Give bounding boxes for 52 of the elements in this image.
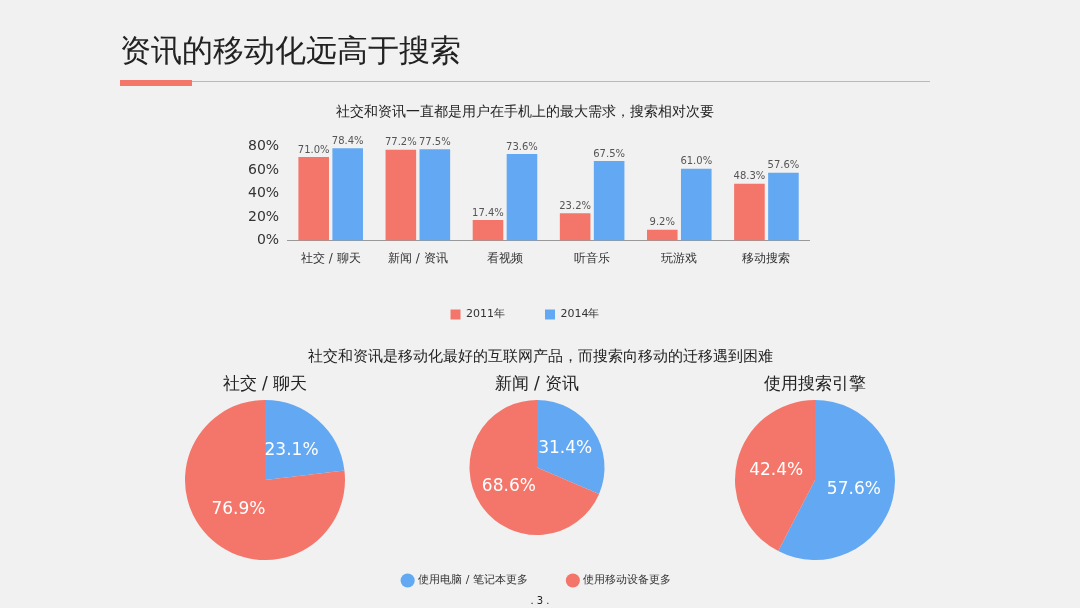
x-tick-label: 玩游戏 [661, 250, 698, 265]
bar [506, 153, 538, 241]
data-label: 57.6% [767, 159, 800, 171]
data-label: 61.0% [680, 155, 713, 167]
bar [332, 148, 363, 241]
x-tick-label: 移动搜索 [742, 250, 791, 265]
data-label: 57.6% [826, 477, 881, 498]
legend-label: 使用移动设备更多 [583, 573, 672, 587]
x-tick-label: 听音乐 [574, 250, 611, 265]
data-label: 48.3% [733, 170, 766, 182]
bar [559, 213, 591, 241]
data-label: 23.1% [264, 438, 319, 459]
bar [385, 149, 417, 241]
data-label: 68.6% [481, 474, 536, 495]
x-tick-label: 看视频 [486, 250, 523, 265]
data-label: 77.2% [384, 136, 417, 148]
data-label: 23.2% [559, 199, 592, 211]
y-tick-label: 0% [256, 231, 280, 248]
x-tick-label: 社交 / 聊天 [300, 250, 361, 265]
y-tick-label: 40% [247, 184, 280, 201]
legend-label: 2011年 [466, 307, 506, 321]
data-label: 71.0% [297, 143, 330, 155]
bar [593, 161, 625, 241]
bar [646, 229, 678, 241]
chart-title: 社交 / 聊天 [221, 372, 309, 395]
y-tick-label: 20% [247, 207, 280, 224]
chart-subtitle: 社交和资讯一直都是用户在手机上的最大需求，搜索相对次要 [335, 103, 715, 121]
data-label: 73.6% [506, 140, 538, 152]
data-label: 67.5% [593, 147, 626, 159]
legend-label: 使用电脑 / 笔记本更多 [418, 573, 528, 587]
data-label: 17.4% [472, 206, 504, 218]
data-label: 78.4% [331, 134, 364, 146]
data-label: 9.2% [649, 216, 675, 228]
bar [472, 220, 504, 241]
bar [768, 172, 799, 241]
x-tick-label: 新闻 / 资讯 [388, 250, 448, 265]
bar [419, 149, 451, 241]
legend-label: 2014年 [560, 307, 600, 321]
bar [734, 183, 765, 241]
y-tick-label: 60% [247, 160, 280, 177]
chart-title: 使用搜索引擎 [763, 372, 867, 395]
data-label: 42.4% [749, 458, 804, 479]
chart-title: 新闻 / 资讯 [493, 372, 581, 395]
text: 社交和资讯是移动化最好的互联网产品，而搜索向移动的迁移遇到困难 [307, 347, 773, 366]
data-label: 76.9% [211, 498, 266, 519]
bar [680, 168, 712, 241]
data-label: 77.5% [418, 135, 451, 147]
text: . 3 . [530, 595, 550, 606]
data-label: 31.4% [538, 437, 593, 458]
chart-title: 资讯的移动化远高于搜索 [120, 31, 461, 70]
bar [298, 157, 329, 241]
y-tick-label: 80% [247, 137, 280, 154]
